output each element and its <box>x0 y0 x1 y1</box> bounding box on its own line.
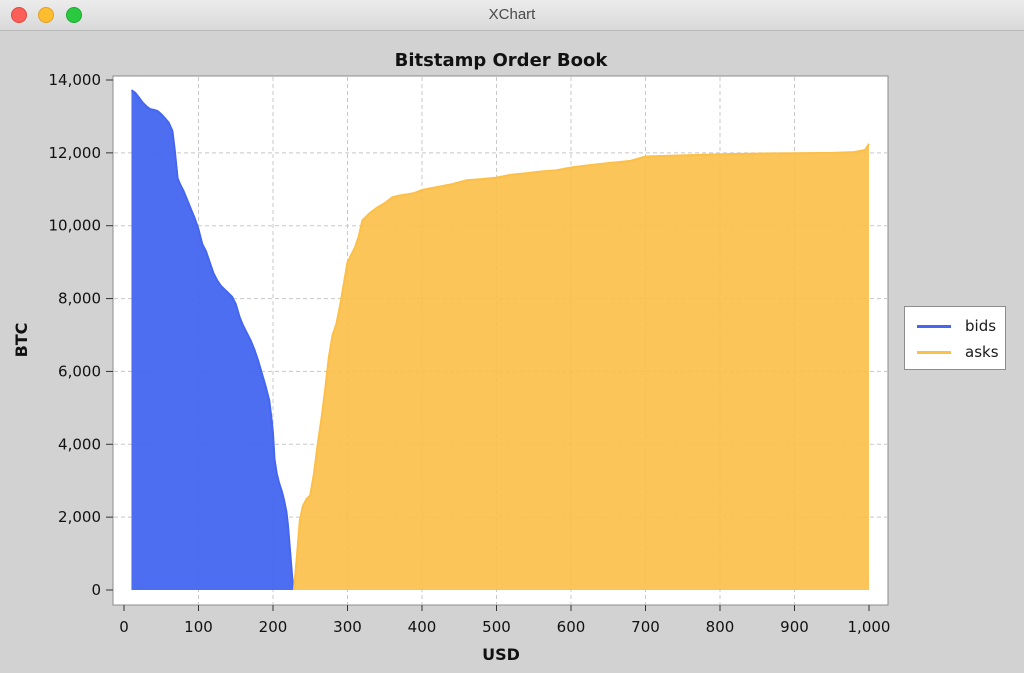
window-title: XChart <box>488 6 536 23</box>
line-asks <box>292 143 870 591</box>
x-tick-label: 600 <box>557 618 586 636</box>
legend-swatch-bids <box>917 325 951 328</box>
y-tick-label: 12,000 <box>49 144 102 162</box>
y-tick-label: 14,000 <box>49 71 102 89</box>
x-tick-label: 800 <box>706 618 735 636</box>
y-tick-label: 10,000 <box>49 217 102 235</box>
legend-label-asks: asks <box>965 343 999 361</box>
x-tick-label: 500 <box>482 618 511 636</box>
x-tick-label: 900 <box>780 618 809 636</box>
x-tick-label: 200 <box>259 618 288 636</box>
series-layer <box>130 89 870 591</box>
maximize-window-button[interactable] <box>66 7 82 23</box>
x-tick-label: 1,000 <box>848 618 891 636</box>
axes: 0 100 200 300 400 500 600 700 800 900 1,000 0 2,000 4… <box>49 71 891 636</box>
legend-item-bids: bids <box>917 317 1003 335</box>
legend-swatch-asks <box>917 351 951 354</box>
minimize-window-button[interactable] <box>38 7 54 23</box>
x-tick-label: 100 <box>184 618 213 636</box>
y-tick-label: 4,000 <box>58 435 101 453</box>
y-tick-label: 6,000 <box>58 362 101 380</box>
legend-item-asks: asks <box>917 343 1003 361</box>
y-axis-label: BTC <box>12 323 31 358</box>
legend: bids asks <box>904 306 1006 370</box>
y-tick-label: 2,000 <box>58 508 101 526</box>
title-bar: XChart <box>0 0 1024 31</box>
legend-label-bids: bids <box>965 317 997 335</box>
y-tick-label: 0 <box>91 581 101 599</box>
chart-title: Bitstamp Order Book <box>395 50 609 71</box>
x-axis-label: USD <box>482 645 520 664</box>
x-tick-label: 0 <box>119 618 129 636</box>
x-tick-label: 400 <box>408 618 437 636</box>
close-window-button[interactable] <box>11 7 27 23</box>
x-tick-label: 300 <box>333 618 362 636</box>
y-tick-label: 8,000 <box>58 290 101 308</box>
area-asks <box>293 143 869 590</box>
line-bids <box>130 89 295 591</box>
area-bids <box>131 90 294 590</box>
x-tick-label: 700 <box>631 618 660 636</box>
